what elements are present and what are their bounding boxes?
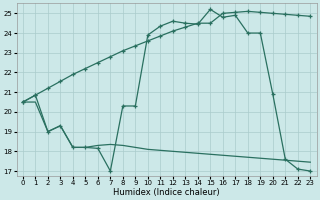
X-axis label: Humidex (Indice chaleur): Humidex (Indice chaleur) xyxy=(113,188,220,197)
